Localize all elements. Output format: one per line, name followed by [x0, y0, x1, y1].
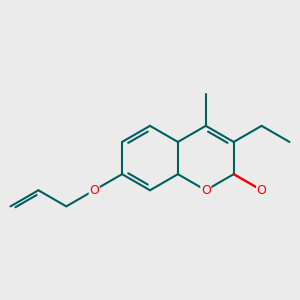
Text: O: O — [257, 184, 266, 197]
Text: O: O — [201, 184, 211, 197]
Text: O: O — [89, 184, 99, 197]
